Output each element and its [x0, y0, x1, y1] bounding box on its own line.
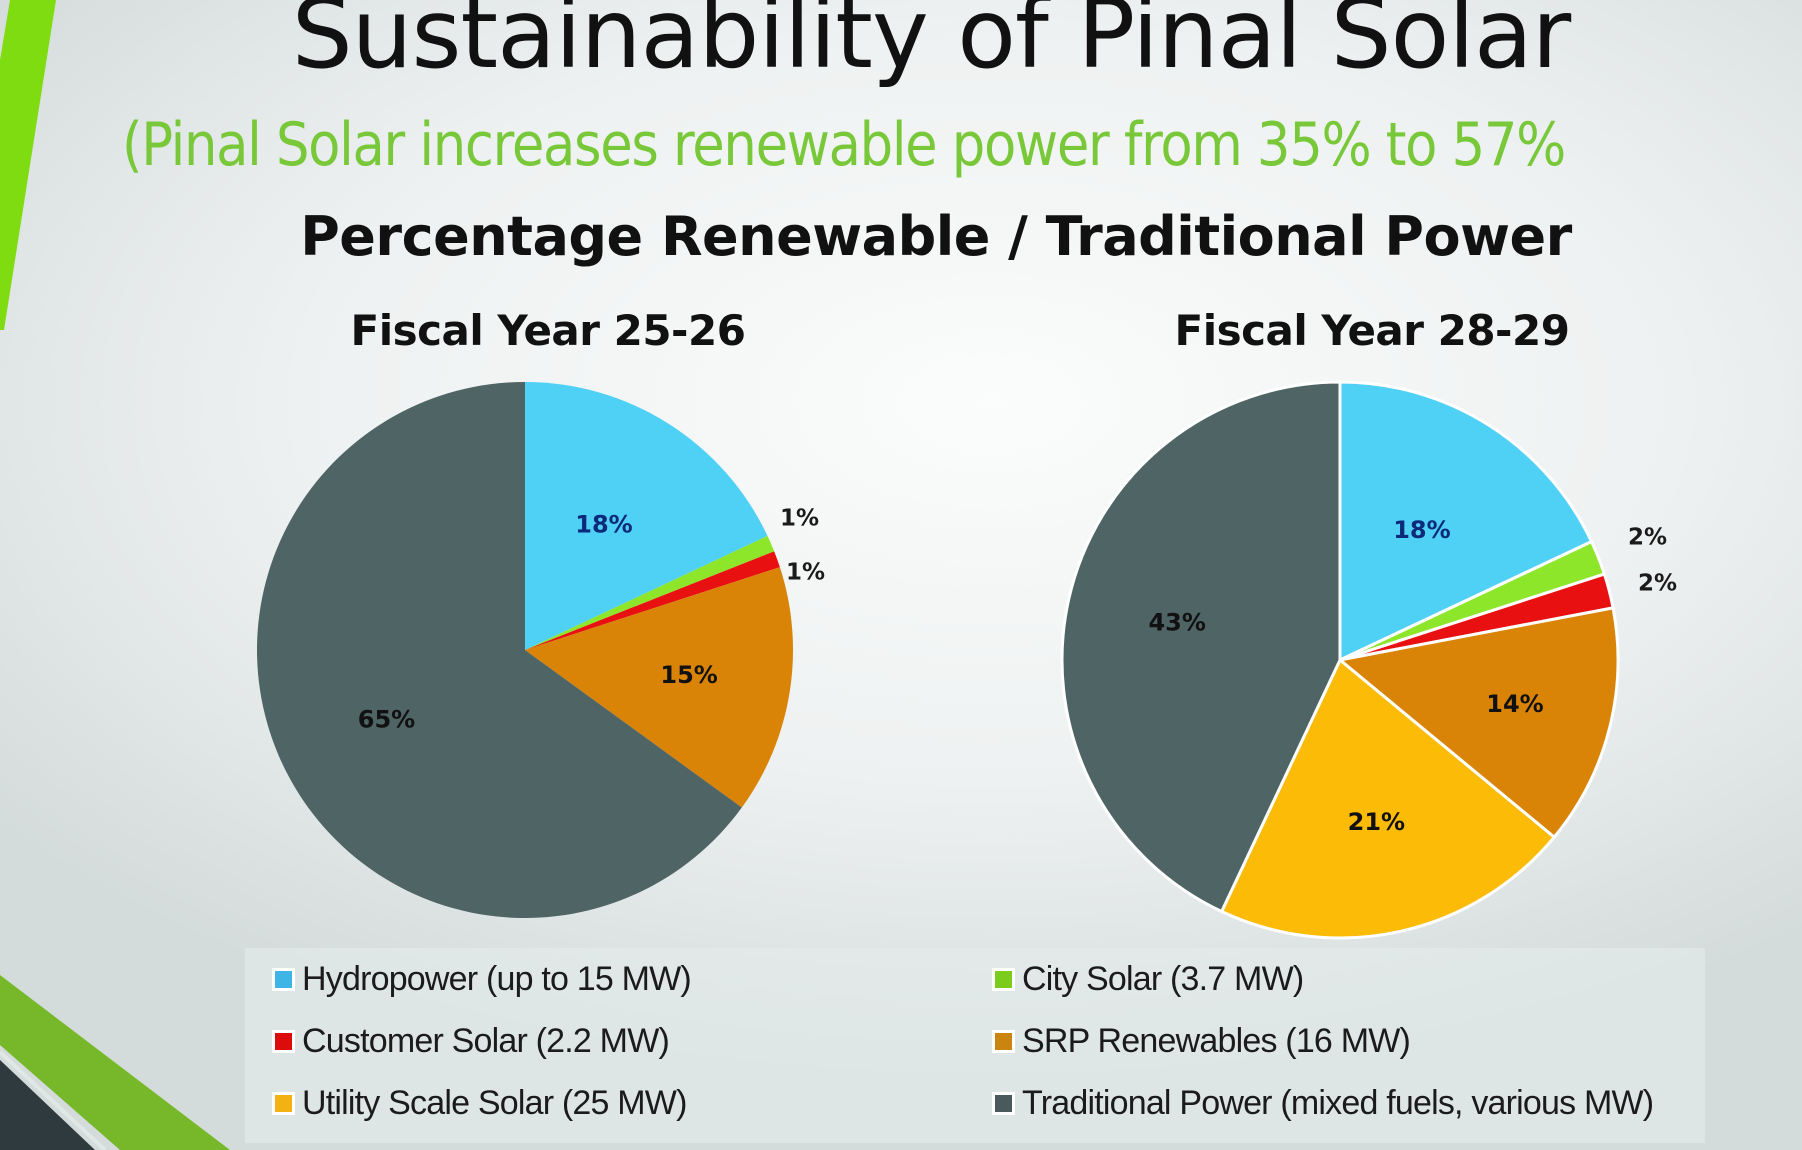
legend-label-city-solar: City Solar (3.7 MW) — [1022, 960, 1304, 998]
data-label-hydropower: 18% — [575, 511, 632, 539]
pie-slice-traditional-power — [1060, 380, 1342, 914]
legend-label-traditional-power: Traditional Power (mixed fuels, various … — [1022, 1084, 1654, 1122]
pie-slice-srp-renewables — [525, 567, 793, 808]
legend-swatch-traditional-power — [995, 1095, 1012, 1112]
data-label-srp-renewables: 15% — [660, 661, 717, 689]
legend-swatch-hydropower — [275, 971, 292, 988]
legend-label-customer-solar: Customer Solar (2.2 MW) — [302, 1022, 670, 1060]
slide-subtitle: (Pinal Solar increases renewable power f… — [122, 110, 1566, 180]
pie-slice-srp-renewables — [1336, 606, 1620, 840]
data-label-customer-solar: 2% — [1638, 571, 1677, 597]
legend-item-customer-solar: Customer Solar (2.2 MW) — [275, 1022, 670, 1061]
pie-slice-hydropower — [525, 382, 768, 650]
data-label-srp-renewables: 14% — [1486, 690, 1543, 718]
data-label-traditional-power: 43% — [1148, 609, 1205, 637]
legend-swatch-city-solar — [995, 971, 1012, 988]
pie-slice-city-solar — [525, 535, 775, 650]
legend-item-hydropower: Hydropower (up to 15 MW) — [275, 960, 692, 999]
legend-swatch-customer-solar — [275, 1033, 292, 1050]
data-label-hydropower: 18% — [1393, 516, 1450, 544]
data-label-utility-scale-solar: 21% — [1348, 808, 1405, 836]
data-label-customer-solar: 1% — [786, 560, 825, 586]
pie-slice-hydropower — [1338, 380, 1594, 663]
legend-item-srp-renewables: SRP Renewables (16 MW) — [995, 1022, 1411, 1061]
slide-title: Sustainability of Pinal Solar — [291, 0, 1572, 90]
data-label-city-solar: 1% — [780, 506, 819, 532]
data-label-city-solar: 2% — [1628, 525, 1667, 551]
pie-slice-utility-scale-solar — [1219, 657, 1557, 940]
pie-left-title: Fiscal Year 25-26 — [350, 306, 746, 355]
chart-heading: Percentage Renewable / Traditional Power — [300, 205, 1572, 268]
legend-item-utility-scale-solar: Utility Scale Solar (25 MW) — [275, 1084, 687, 1123]
legend-label-srp-renewables: SRP Renewables (16 MW) — [1022, 1022, 1411, 1060]
legend-label-utility-scale-solar: Utility Scale Solar (25 MW) — [302, 1084, 687, 1122]
legend-label-hydropower: Hydropower (up to 15 MW) — [302, 960, 692, 998]
legend-swatch-srp-renewables — [995, 1033, 1012, 1050]
chart-legend: Hydropower (up to 15 MW) City Solar (3.7… — [245, 948, 1705, 1143]
pie-slice-traditional-power — [256, 382, 742, 919]
legend-item-traditional-power: Traditional Power (mixed fuels, various … — [995, 1084, 1654, 1123]
data-label-traditional-power: 65% — [358, 706, 415, 734]
pie-slice-customer-solar — [525, 551, 780, 650]
legend-swatch-utility-scale-solar — [275, 1095, 292, 1112]
legend-item-city-solar: City Solar (3.7 MW) — [995, 960, 1304, 999]
pie-right-title: Fiscal Year 28-29 — [1174, 306, 1570, 355]
